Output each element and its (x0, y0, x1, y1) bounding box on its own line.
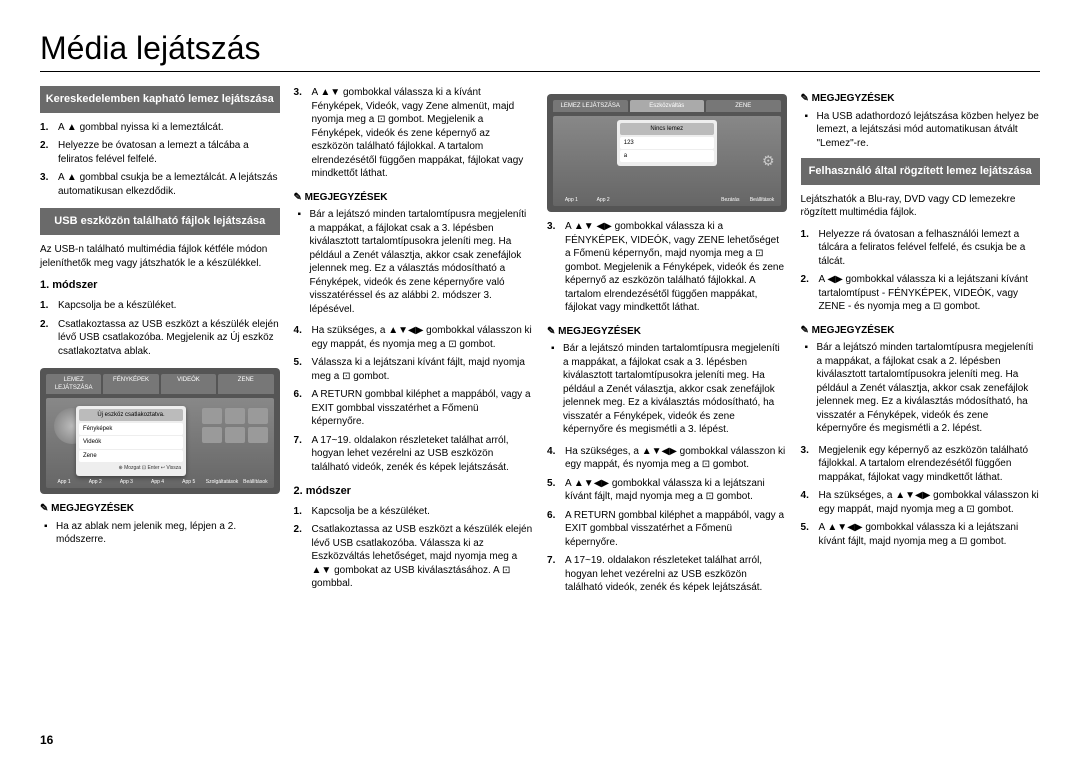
step: A ▲▼◀▶ gombokkal válassza ki a lejátszan… (801, 521, 1041, 548)
ss-tab: LEMEZ LEJÁTSZÁSA (46, 374, 101, 394)
notes-list: Bár a lejátszó minden tartalomtípusra me… (294, 208, 534, 316)
popup-item: Videók (79, 436, 183, 448)
popup-footer: ⊕ Mozgat ⊡ Enter ↩ Vissza (79, 463, 183, 474)
notes-heading: MEGJEGYZÉSEK (547, 325, 787, 339)
app-bar: App 1 App 2 Bezárás Beállítások (557, 197, 777, 204)
step: Válassza ki a lejátszani kívánt fájlt, m… (294, 356, 534, 383)
step: A RETURN gombbal kiléphet a mappából, va… (547, 509, 787, 550)
popup-item: Fényképek (79, 423, 183, 435)
step: Megjelenik egy képernyő az eszközön talá… (801, 444, 1041, 485)
ui-screenshot-new-device: LEMEZ LEJÁTSZÁSA FÉNYKÉPEK VIDEÓK ZENE Ú… (40, 368, 280, 494)
step: A ▲▼◀▶ gombokkal válassza ki a lejátszan… (547, 477, 787, 504)
step: A ◀▶ gombokkal válassza ki a lejátszani … (801, 273, 1041, 314)
column-3: LEMEZ LEJÁTSZÁSA Eszközváltás ZENE Nincs… (547, 86, 787, 605)
ss-tab: Eszközváltás (630, 100, 705, 112)
step: A 17~19. oldalakon részleteket találhat … (547, 554, 787, 595)
method-2-steps-cont2: Ha szükséges, a ▲▼◀▶ gombokkal válasszon… (547, 445, 787, 595)
notes-list: Ha USB adathordozó lejátszása közben hel… (801, 110, 1041, 151)
step: Ha szükséges, a ▲▼◀▶ gombokkal válasszon… (294, 324, 534, 351)
user-disc-steps: Helyezze rá óvatosan a felhasználói leme… (801, 228, 1041, 314)
usb-intro: Az USB-n található multimédia fájlok két… (40, 243, 280, 270)
page-title: Média lejátszás (40, 30, 1040, 72)
note-item: Bár a lejátszó minden tartalomtípusra me… (563, 342, 787, 437)
notes-list: Ha az ablak nem jelenik meg, lépjen a 2.… (40, 520, 280, 547)
notes-heading: MEGJEGYZÉSEK (801, 92, 1041, 106)
step: Ha szükséges, a ▲▼◀▶ gombokkal válasszon… (801, 489, 1041, 516)
note-item: Ha USB adathordozó lejátszása közben hel… (817, 110, 1041, 151)
column-4: MEGJEGYZÉSEK Ha USB adathordozó lejátszá… (801, 86, 1041, 605)
thumbnail-grid (202, 408, 268, 443)
method-1-steps-cont2: Ha szükséges, a ▲▼◀▶ gombokkal válasszon… (294, 324, 534, 474)
device-switch-popup: Nincs lemez 123 a (617, 120, 717, 166)
step: Helyezze rá óvatosan a felhasználói leme… (801, 228, 1041, 269)
method-1-title: 1. módszer (40, 278, 280, 293)
notes-heading: MEGJEGYZÉSEK (294, 191, 534, 205)
section-header-commercial-disc: Kereskedelemben kapható lemez lejátszása (40, 86, 280, 113)
method-1-steps: Kapcsolja be a készüléket. Csatlakoztass… (40, 299, 280, 358)
note-item: Bár a lejátszó minden tartalomtípusra me… (817, 341, 1041, 436)
step: Ha szükséges, a ▲▼◀▶ gombokkal válasszon… (547, 445, 787, 472)
column-1: Kereskedelemben kapható lemez lejátszása… (40, 86, 280, 605)
ss-tab: VIDEÓK (161, 374, 216, 394)
popup-title: Új eszköz csatlakoztatva. (79, 409, 183, 421)
user-disc-steps-cont: Megjelenik egy képernyő az eszközön talá… (801, 444, 1041, 549)
ss-tab: FÉNYKÉPEK (103, 374, 158, 394)
popup-item: Zene (79, 450, 183, 462)
step: A ▲▼ gombokkal válassza ki a kívánt Fény… (294, 86, 534, 181)
notes-heading: MEGJEGYZÉSEK (40, 502, 280, 516)
user-disc-intro: Lejátszhatók a Blu-ray, DVD vagy CD leme… (801, 193, 1041, 220)
notes-heading: MEGJEGYZÉSEK (801, 324, 1041, 338)
step: A ▲ gombbal csukja be a lemeztálcát. A l… (40, 171, 280, 198)
column-2: A ▲▼ gombokkal válassza ki a kívánt Fény… (294, 86, 534, 605)
step: Csatlakoztassa az USB eszközt a készülék… (294, 523, 534, 591)
step: Helyezze be óvatosan a lemezt a tálcába … (40, 139, 280, 166)
content-columns: Kereskedelemben kapható lemez lejátszása… (40, 86, 1040, 605)
popup-title: Nincs lemez (620, 123, 714, 135)
popup-item: 123 (620, 137, 714, 149)
ss-tab: LEMEZ LEJÁTSZÁSA (553, 100, 628, 112)
ui-screenshot-device-switch: LEMEZ LEJÁTSZÁSA Eszközváltás ZENE Nincs… (547, 94, 787, 212)
step: Kapcsolja be a készüléket. (294, 505, 534, 519)
step: Kapcsolja be a készüléket. (40, 299, 280, 313)
gear-icon: ⚙ (762, 152, 775, 171)
page-number: 16 (40, 733, 53, 747)
method-1-steps-cont: A ▲▼ gombokkal válassza ki a kívánt Fény… (294, 86, 534, 181)
method-2-steps-cont: A ▲▼ ◀▶ gombokkal válassza ki a FÉNYKÉPE… (547, 220, 787, 315)
note-item: Ha az ablak nem jelenik meg, lépjen a 2.… (56, 520, 280, 547)
new-device-popup: Új eszköz csatlakoztatva. Fényképek Vide… (76, 406, 186, 476)
ss-tab: ZENE (218, 374, 273, 394)
section-header-usb: USB eszközön található fájlok lejátszása (40, 208, 280, 235)
step: Csatlakoztassa az USB eszközt a készülék… (40, 318, 280, 359)
step: A RETURN gombbal kiléphet a mappából, va… (294, 388, 534, 429)
notes-list: Bár a lejátszó minden tartalomtípusra me… (547, 342, 787, 437)
method-2-title: 2. módszer (294, 484, 534, 499)
ss-tab: ZENE (706, 100, 781, 112)
popup-item: a (620, 150, 714, 162)
app-bar: App 1 App 2 App 3 App 4 App 5 Szolgáltat… (50, 479, 270, 486)
step: A ▲ gombbal nyissa ki a lemeztálcát. (40, 121, 280, 135)
commercial-disc-steps: A ▲ gombbal nyissa ki a lemeztálcát. Hel… (40, 121, 280, 199)
note-item: Bár a lejátszó minden tartalomtípusra me… (310, 208, 534, 316)
section-header-user-disc: Felhasználó által rögzített lemez lejáts… (801, 158, 1041, 185)
step: A 17~19. oldalakon részleteket találhat … (294, 434, 534, 475)
notes-list: Bár a lejátszó minden tartalomtípusra me… (801, 341, 1041, 436)
method-2-steps: Kapcsolja be a készüléket. Csatlakoztass… (294, 505, 534, 591)
step: A ▲▼ ◀▶ gombokkal válassza ki a FÉNYKÉPE… (547, 220, 787, 315)
